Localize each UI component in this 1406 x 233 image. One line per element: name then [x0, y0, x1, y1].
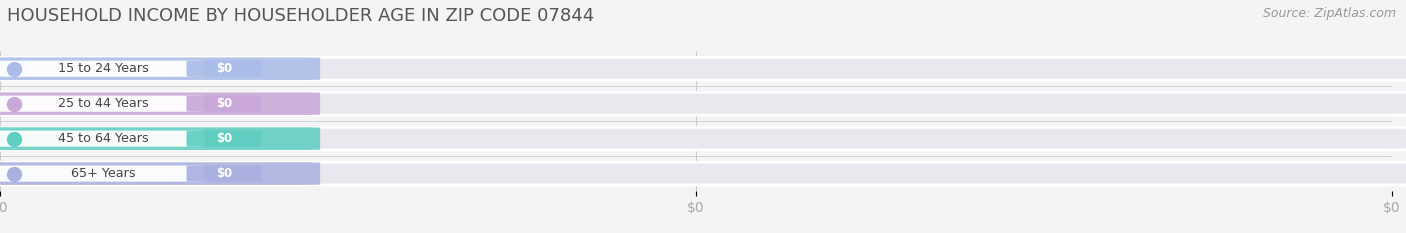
FancyBboxPatch shape: [0, 127, 321, 150]
Text: 15 to 24 Years: 15 to 24 Years: [58, 62, 149, 75]
FancyBboxPatch shape: [187, 165, 262, 182]
Text: 25 to 44 Years: 25 to 44 Years: [58, 97, 149, 110]
FancyBboxPatch shape: [0, 127, 1406, 150]
Text: $0: $0: [217, 167, 232, 180]
FancyBboxPatch shape: [0, 130, 205, 147]
FancyBboxPatch shape: [0, 92, 321, 115]
FancyBboxPatch shape: [0, 61, 205, 77]
FancyBboxPatch shape: [0, 92, 1406, 115]
FancyBboxPatch shape: [187, 96, 262, 112]
Text: $0: $0: [217, 62, 232, 75]
FancyBboxPatch shape: [0, 165, 205, 182]
FancyBboxPatch shape: [187, 130, 262, 147]
Text: $0: $0: [217, 97, 232, 110]
FancyBboxPatch shape: [0, 96, 205, 112]
Text: Source: ZipAtlas.com: Source: ZipAtlas.com: [1263, 7, 1396, 20]
Text: 45 to 64 Years: 45 to 64 Years: [58, 132, 149, 145]
Text: $0: $0: [217, 132, 232, 145]
Text: 65+ Years: 65+ Years: [70, 167, 135, 180]
FancyBboxPatch shape: [0, 57, 1406, 80]
Text: HOUSEHOLD INCOME BY HOUSEHOLDER AGE IN ZIP CODE 07844: HOUSEHOLD INCOME BY HOUSEHOLDER AGE IN Z…: [7, 7, 595, 25]
FancyBboxPatch shape: [187, 61, 262, 77]
FancyBboxPatch shape: [0, 57, 321, 80]
FancyBboxPatch shape: [0, 162, 1406, 185]
FancyBboxPatch shape: [0, 162, 321, 185]
